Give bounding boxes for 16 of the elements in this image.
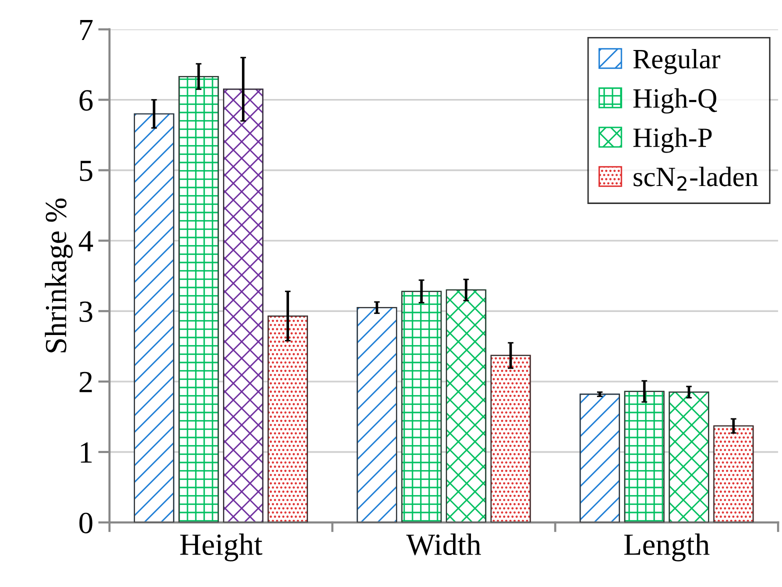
legend-label: High-Q <box>633 88 717 114</box>
legend-label: High-P <box>633 128 712 153</box>
y-tick-label: 3 <box>80 301 92 322</box>
y-tick-label: 4 <box>78 231 94 252</box>
y-tick-label: 5 <box>80 160 92 182</box>
x-tick-label: Width <box>406 534 481 556</box>
y-axis-title: Shrinkage % <box>44 198 73 352</box>
y-tick-label: 0 <box>79 512 92 534</box>
legend-label: scN$_{2}$-laden <box>634 166 758 191</box>
y-tick-label: 6 <box>80 90 93 111</box>
y-tick-label: 2 <box>80 372 92 392</box>
y-tick-label: 1 <box>80 442 92 463</box>
y-tick-label: 7 <box>80 20 93 40</box>
legend-label: Regular <box>633 48 720 74</box>
x-tick-label: Length <box>624 534 710 562</box>
x-tick-label: Height <box>180 534 262 562</box>
